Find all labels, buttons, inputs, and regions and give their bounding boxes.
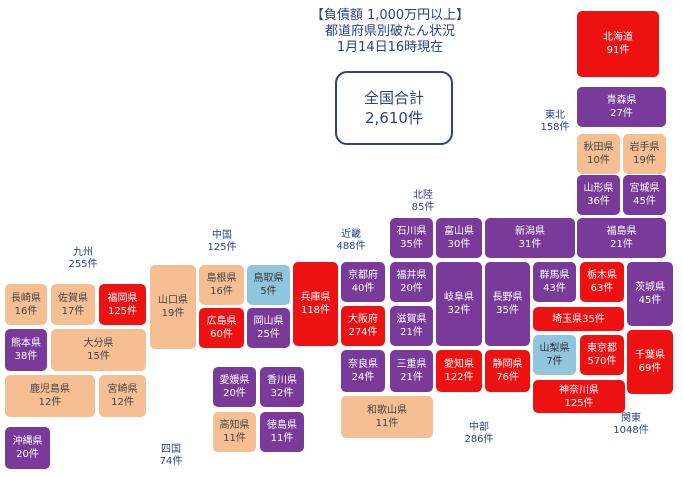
pref-tottori: 鳥取県 5件 <box>247 265 290 305</box>
region-hokuriku: 北陸 85件 <box>411 190 435 213</box>
pref-nara: 奈良県 24件 <box>341 350 385 392</box>
region-chubu: 中部 286件 <box>464 422 494 445</box>
pref-kyoto: 京都府 40件 <box>341 262 385 302</box>
region-kyushu: 九州 255件 <box>68 247 98 270</box>
pref-aichi: 愛知県 122件 <box>436 350 482 392</box>
pref-hiroshima: 広島県 60件 <box>199 308 244 348</box>
pref-yamagata: 山形県 36件 <box>577 175 620 215</box>
pref-kochi: 高知県 11件 <box>213 412 256 452</box>
pref-osaka: 大阪府 274件 <box>341 306 385 346</box>
pref-gifu: 岐阜県 32件 <box>436 262 482 346</box>
pref-fukushima: 福島県 21件 <box>577 218 666 258</box>
pref-kumamoto: 熊本県 38件 <box>5 329 47 371</box>
national-total-count: 2,610件 <box>365 109 423 127</box>
pref-wakayama: 和歌山県 11件 <box>341 396 433 438</box>
pref-niigata: 新潟県 31件 <box>485 218 575 258</box>
pref-oita: 大分県 15件 <box>51 329 146 371</box>
pref-saitama: 埼玉県 35件 <box>533 307 624 331</box>
pref-gunma: 群馬県 43件 <box>533 262 576 302</box>
pref-hokkaido: 北海道 91件 <box>577 11 659 77</box>
pref-akita: 秋田県 10件 <box>577 134 620 174</box>
pref-shimane: 島根県 16件 <box>199 265 244 305</box>
pref-shiga: 滋賀県 21件 <box>390 306 433 346</box>
pref-hyogo: 兵庫県 118件 <box>293 262 338 346</box>
pref-kagawa: 香川県 32件 <box>260 367 304 407</box>
pref-shizuoka: 静岡県 76件 <box>485 350 530 392</box>
pref-toyama: 富山県 30件 <box>436 218 482 258</box>
pref-fukuoka: 福岡県 125件 <box>99 284 146 325</box>
pref-tokushima: 徳島県 11件 <box>260 412 304 452</box>
pref-fukui: 福井県 20件 <box>390 262 433 302</box>
national-total-label: 全国合計 <box>363 89 424 107</box>
pref-okayama: 岡山県 25件 <box>247 308 290 348</box>
region-kanto: 関東 1048件 <box>613 413 649 436</box>
title-line-2: 都道府県別破たん状況 <box>324 24 455 39</box>
region-tohoku: 東北 158件 <box>540 110 570 133</box>
pref-kanagawa: 神奈川県 125件 <box>533 380 625 413</box>
map-title: 【負債額 1,000万円以上】 都道府県別破たん状況 1月14日16時現在 <box>290 8 490 56</box>
pref-yamaguchi: 山口県 19件 <box>150 265 196 349</box>
pref-ishikawa: 石川県 35件 <box>390 218 433 258</box>
region-kinki: 近畿 488件 <box>336 229 366 252</box>
pref-mie: 三重県 21件 <box>390 350 433 392</box>
pref-kagoshima: 鹿児島県 12件 <box>5 375 95 417</box>
pref-nagano: 長野県 35件 <box>485 262 530 346</box>
title-line-3: 1月14日16時現在 <box>336 40 444 55</box>
title-line-1: 【負債額 1,000万円以上】 <box>310 8 470 23</box>
pref-miyagi: 宮城県 45件 <box>623 175 666 215</box>
pref-aomori: 青森県 27件 <box>577 87 666 127</box>
pref-okinawa: 沖縄県 20件 <box>5 427 50 469</box>
pref-miyazaki: 宮崎県 12件 <box>99 375 146 417</box>
pref-tokyo: 東京都 570件 <box>580 335 624 375</box>
pref-iwate: 岩手県 19件 <box>623 134 666 174</box>
pref-nagasaki: 長崎県 16件 <box>5 284 47 325</box>
region-chugoku: 中国 125件 <box>207 230 237 253</box>
pref-ibaraki: 茨城県 45件 <box>627 262 673 326</box>
national-total-box: 全国合計 2,610件 <box>335 71 453 145</box>
pref-yamanashi: 山梨県 7件 <box>533 335 576 375</box>
region-shikoku: 四国 74件 <box>159 444 183 467</box>
pref-chiba: 千葉県 69件 <box>627 330 673 394</box>
pref-tochigi: 栃木県 63件 <box>580 262 624 302</box>
pref-ehime: 愛媛県 20件 <box>213 367 256 407</box>
pref-saga: 佐賀県 17件 <box>51 284 95 325</box>
